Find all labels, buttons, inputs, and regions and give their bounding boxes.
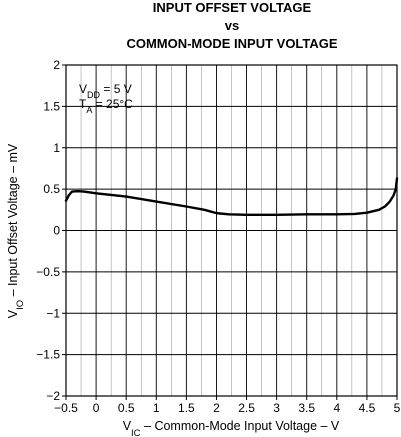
y-tick-labels: −2 −1.5 −1 −0.5 0 0.5 1 1.5 2 [36,58,60,403]
x-axis-label: VIC – Common-Mode Input Voltage – V [123,419,340,437]
test-conditions: VDD = 5 V TA = 25°C [79,82,133,115]
x-tick-label: 5 [394,401,401,415]
x-tick-label: −0.5 [54,401,78,415]
y-tick-label: −1 [46,306,60,320]
x-tick-labels: −0.5 0 0.5 1 1.5 2 2.5 3 3.5 4 4.5 5 [54,401,401,415]
y-tick-label: 1 [53,141,60,155]
y-tick-label: 0.5 [43,182,60,196]
annotation-vdd: VDD = 5 V [79,82,132,100]
x-tick-label: 1 [153,401,160,415]
y-tick-label: 1.5 [43,99,60,113]
x-tick-label: 4 [333,401,340,415]
y-tick-label: −2 [46,389,60,403]
chart-title: INPUT OFFSET VOLTAGE vs COMMON-MODE INPU… [126,0,337,51]
x-tick-label: 2 [213,401,220,415]
y-tick-label: 2 [53,58,60,72]
series-line-input-offset [64,177,399,216]
chart-title-line-3: COMMON-MODE INPUT VOLTAGE [126,36,337,51]
y-axis-label: VIO – Input Offset Voltage – mV [6,143,26,318]
y-tick-label: 0 [53,224,60,238]
y-tick-label: −1.5 [36,348,60,362]
y-tick-label: −0.5 [36,265,60,279]
annotation-ta: TA = 25°C [79,97,133,115]
chart-title-line-1: INPUT OFFSET VOLTAGE [153,0,312,15]
x-tick-label: 0.5 [118,401,135,415]
plot-area-frame [65,64,398,397]
x-tick-label: 1.5 [178,401,195,415]
chart-title-line-2: vs [225,18,239,33]
x-tick-label: 0 [93,401,100,415]
x-tick-label: 2.5 [238,401,255,415]
x-tick-label: 4.5 [359,401,376,415]
axis-ticks [62,64,398,400]
major-gridlines [66,65,397,396]
x-tick-label: 3.5 [298,401,315,415]
x-tick-label: 3 [273,401,280,415]
